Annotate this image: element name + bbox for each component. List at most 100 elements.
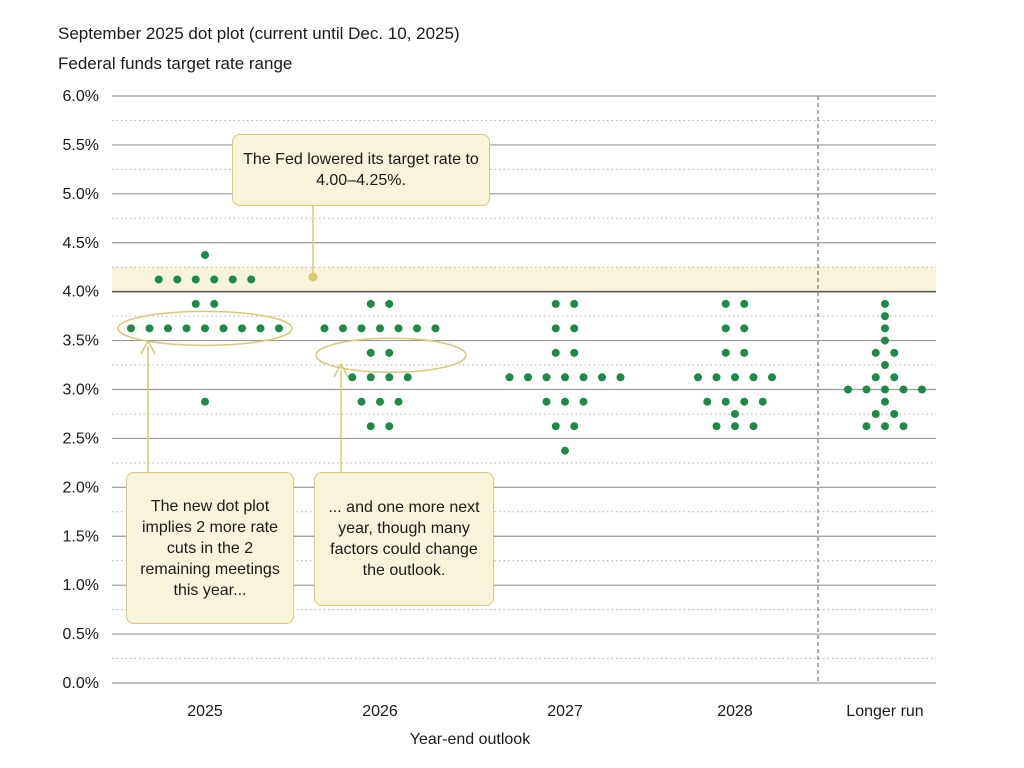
dot-2026	[403, 373, 412, 382]
y-tick-label: 1.0%	[63, 577, 99, 594]
dot-longer-run	[871, 409, 880, 418]
dot-longer-run	[881, 361, 889, 370]
dot-2028	[721, 299, 730, 308]
dot-2025	[247, 275, 256, 284]
dot-2027	[579, 373, 588, 382]
dot-2025	[275, 324, 283, 333]
x-tick-label: 2026	[362, 703, 398, 720]
dot-2028	[731, 422, 739, 431]
y-tick-label: 0.5%	[63, 626, 99, 643]
callout-two-cuts: The new dot plot implies 2 more rate cut…	[126, 472, 294, 624]
dot-longer-run	[899, 422, 908, 431]
dot-2027	[561, 397, 569, 406]
dot-longer-run	[881, 397, 889, 406]
dot-longer-run	[862, 422, 871, 431]
dot-2025	[173, 275, 182, 284]
dot-2028	[731, 409, 739, 418]
y-tick-label: 5.5%	[63, 137, 99, 154]
dot-2027	[570, 348, 579, 357]
dot-2027	[561, 373, 569, 382]
dot-longer-run	[871, 373, 880, 382]
dot-2025	[164, 324, 172, 333]
dot-2026	[394, 397, 403, 406]
dot-2026	[320, 324, 329, 333]
dot-2026	[376, 324, 384, 333]
dot-2027	[561, 446, 569, 455]
dot-2027	[505, 373, 514, 382]
dot-2027	[551, 324, 560, 333]
dot-2028	[694, 373, 702, 382]
y-tick-label: 4.0%	[63, 284, 99, 301]
dot-2025	[201, 324, 209, 333]
dot-2025	[127, 324, 135, 333]
dot-longer-run	[918, 385, 926, 394]
dot-longer-run	[899, 385, 908, 394]
dot-2027	[542, 373, 551, 382]
dot-2025	[145, 324, 154, 333]
dot-2028	[749, 373, 758, 382]
dot-2028	[712, 422, 721, 431]
dot-longer-run	[844, 385, 852, 394]
dot-2025	[219, 324, 228, 333]
dot-longer-run	[881, 324, 889, 333]
highlight-ellipse-2026	[315, 337, 467, 374]
dot-2027	[570, 422, 579, 431]
dot-2027	[579, 397, 588, 406]
dot-2028	[712, 373, 721, 382]
dot-longer-run	[862, 385, 871, 394]
y-tick-label: 3.5%	[63, 333, 99, 350]
callout-fed-lowered: The Fed lowered its target rate to 4.00–…	[232, 134, 490, 206]
dot-2027	[524, 373, 532, 382]
x-tick-label: 2025	[187, 703, 223, 720]
x-tick-label: Longer run	[846, 703, 923, 720]
dot-2027	[551, 348, 560, 357]
dot-2028	[740, 299, 749, 308]
dot-2025	[228, 275, 237, 284]
dot-2026	[413, 324, 421, 333]
dot-longer-run	[881, 312, 889, 321]
dot-2026	[385, 299, 394, 308]
dot-2025	[256, 324, 265, 333]
y-tick-label: 4.5%	[63, 235, 99, 252]
dot-2025	[210, 299, 219, 308]
dot-2025	[201, 250, 209, 259]
dot-2026	[366, 348, 375, 357]
dot-2025	[154, 275, 163, 284]
dot-2028	[740, 348, 749, 357]
y-tick-label: 0.0%	[63, 675, 99, 692]
dot-2027	[616, 373, 625, 382]
dot-2028	[721, 348, 730, 357]
y-tick-label: 3.0%	[63, 382, 99, 399]
y-tick-label: 5.0%	[63, 186, 99, 203]
dot-2028	[768, 373, 776, 382]
chart-subtitle: Federal funds target rate range	[58, 54, 293, 73]
dot-longer-run	[890, 373, 899, 382]
dot-2028	[740, 397, 749, 406]
dot-2026	[366, 299, 375, 308]
dot-2026	[366, 422, 375, 431]
dot-2028	[721, 324, 730, 333]
dot-longer-run	[890, 409, 899, 418]
callout-one-more: ... and one more next year, though many …	[314, 472, 494, 606]
x-axis-label: Year-end outlook	[410, 731, 531, 748]
dot-2027	[570, 299, 579, 308]
x-tick-label: 2028	[717, 703, 753, 720]
y-tick-label: 2.5%	[63, 430, 99, 447]
dot-2027	[542, 397, 551, 406]
dot-2028	[740, 324, 749, 333]
dot-2025	[238, 324, 246, 333]
dot-2027	[570, 324, 579, 333]
dot-2025	[182, 324, 191, 333]
dot-2026	[394, 324, 403, 333]
dot-2026	[366, 373, 375, 382]
dot-2026	[357, 397, 366, 406]
dot-2026	[376, 397, 384, 406]
dot-2028	[749, 422, 758, 431]
dot-longer-run	[881, 385, 889, 394]
dot-longer-run	[871, 348, 880, 357]
dot-2026	[385, 348, 394, 357]
dot-2027	[551, 299, 560, 308]
dot-2025	[210, 275, 219, 284]
x-tick-label: 2027	[547, 703, 583, 720]
